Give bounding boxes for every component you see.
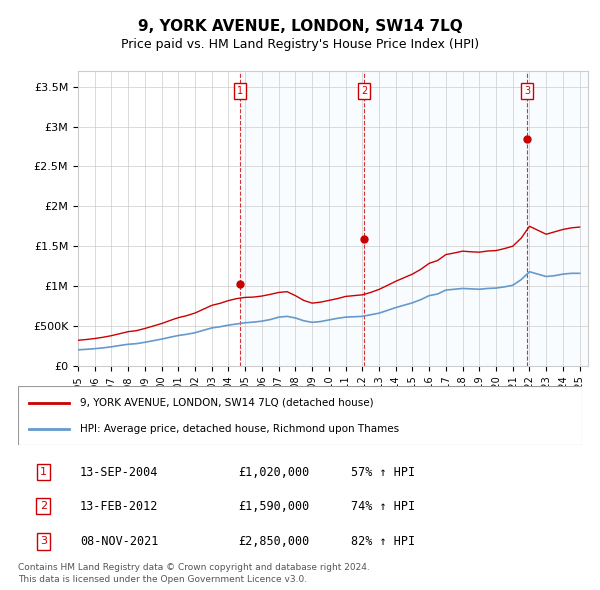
Text: 1: 1 xyxy=(237,86,243,96)
Text: Contains HM Land Registry data © Crown copyright and database right 2024.: Contains HM Land Registry data © Crown c… xyxy=(18,563,370,572)
Text: 74% ↑ HPI: 74% ↑ HPI xyxy=(351,500,415,513)
Text: 13-FEB-2012: 13-FEB-2012 xyxy=(80,500,158,513)
Text: 57% ↑ HPI: 57% ↑ HPI xyxy=(351,466,415,478)
Text: 2: 2 xyxy=(40,501,47,511)
Bar xyxy=(527,71,588,366)
Text: This data is licensed under the Open Government Licence v3.0.: This data is licensed under the Open Gov… xyxy=(18,575,307,584)
Text: 2: 2 xyxy=(361,86,367,96)
Bar xyxy=(240,71,364,366)
Text: 1: 1 xyxy=(40,467,47,477)
Text: HPI: Average price, detached house, Richmond upon Thames: HPI: Average price, detached house, Rich… xyxy=(80,424,399,434)
Text: 3: 3 xyxy=(40,536,47,546)
Text: Price paid vs. HM Land Registry's House Price Index (HPI): Price paid vs. HM Land Registry's House … xyxy=(121,38,479,51)
Text: 9, YORK AVENUE, LONDON, SW14 7LQ: 9, YORK AVENUE, LONDON, SW14 7LQ xyxy=(137,19,463,34)
Text: £1,020,000: £1,020,000 xyxy=(238,466,309,478)
Text: 13-SEP-2004: 13-SEP-2004 xyxy=(80,466,158,478)
Text: 08-NOV-2021: 08-NOV-2021 xyxy=(80,535,158,548)
Bar xyxy=(364,71,527,366)
Text: £1,590,000: £1,590,000 xyxy=(238,500,309,513)
Text: £2,850,000: £2,850,000 xyxy=(238,535,309,548)
Text: 82% ↑ HPI: 82% ↑ HPI xyxy=(351,535,415,548)
Text: 9, YORK AVENUE, LONDON, SW14 7LQ (detached house): 9, YORK AVENUE, LONDON, SW14 7LQ (detach… xyxy=(80,398,374,408)
FancyBboxPatch shape xyxy=(18,386,582,445)
Text: 3: 3 xyxy=(524,86,530,96)
